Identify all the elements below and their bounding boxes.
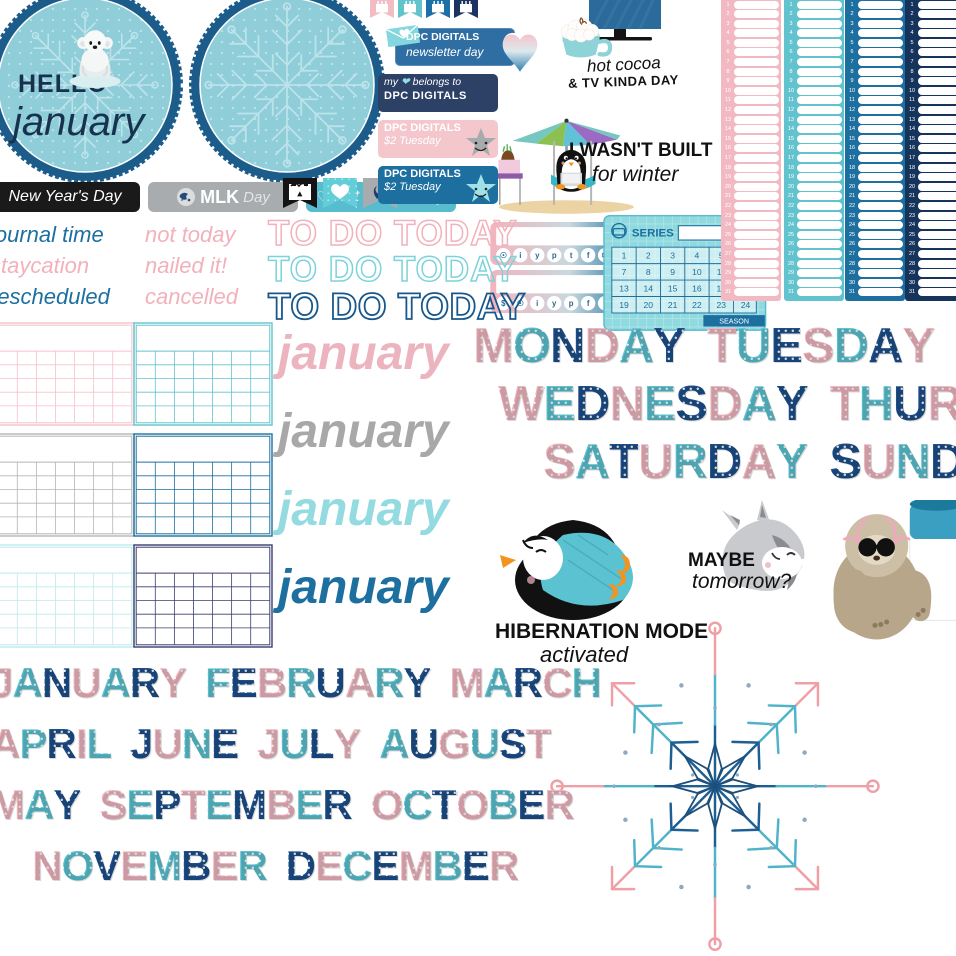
svg-text:f: f bbox=[587, 299, 590, 308]
svg-text:january: january bbox=[8, 100, 147, 144]
svg-text:9: 9 bbox=[670, 267, 675, 277]
svg-text:1: 1 bbox=[622, 251, 627, 261]
svg-text:20: 20 bbox=[644, 300, 654, 310]
svg-text:23: 23 bbox=[716, 300, 726, 310]
svg-text:p: p bbox=[569, 299, 574, 308]
svg-text:15: 15 bbox=[668, 284, 678, 294]
svg-text:14: 14 bbox=[644, 284, 654, 294]
svg-text:f: f bbox=[587, 251, 590, 260]
svg-text:t: t bbox=[570, 251, 573, 260]
svg-text:21: 21 bbox=[668, 300, 678, 310]
svg-text:24: 24 bbox=[741, 300, 751, 310]
svg-text:i: i bbox=[519, 251, 521, 260]
svg-text:4: 4 bbox=[695, 251, 700, 261]
svg-text:13: 13 bbox=[619, 284, 629, 294]
svg-text:16: 16 bbox=[692, 284, 702, 294]
svg-text:8: 8 bbox=[646, 267, 651, 277]
svg-text:SERIES: SERIES bbox=[632, 227, 674, 239]
svg-text:3: 3 bbox=[670, 251, 675, 261]
svg-text:22: 22 bbox=[692, 300, 702, 310]
svg-text:y: y bbox=[535, 251, 540, 260]
svg-text:y: y bbox=[552, 299, 557, 308]
svg-text:19: 19 bbox=[619, 300, 629, 310]
svg-text:p: p bbox=[552, 251, 557, 260]
svg-text:10: 10 bbox=[692, 267, 702, 277]
svg-text:7: 7 bbox=[622, 267, 627, 277]
svg-text:2: 2 bbox=[646, 251, 651, 261]
svg-text:i: i bbox=[536, 299, 538, 308]
